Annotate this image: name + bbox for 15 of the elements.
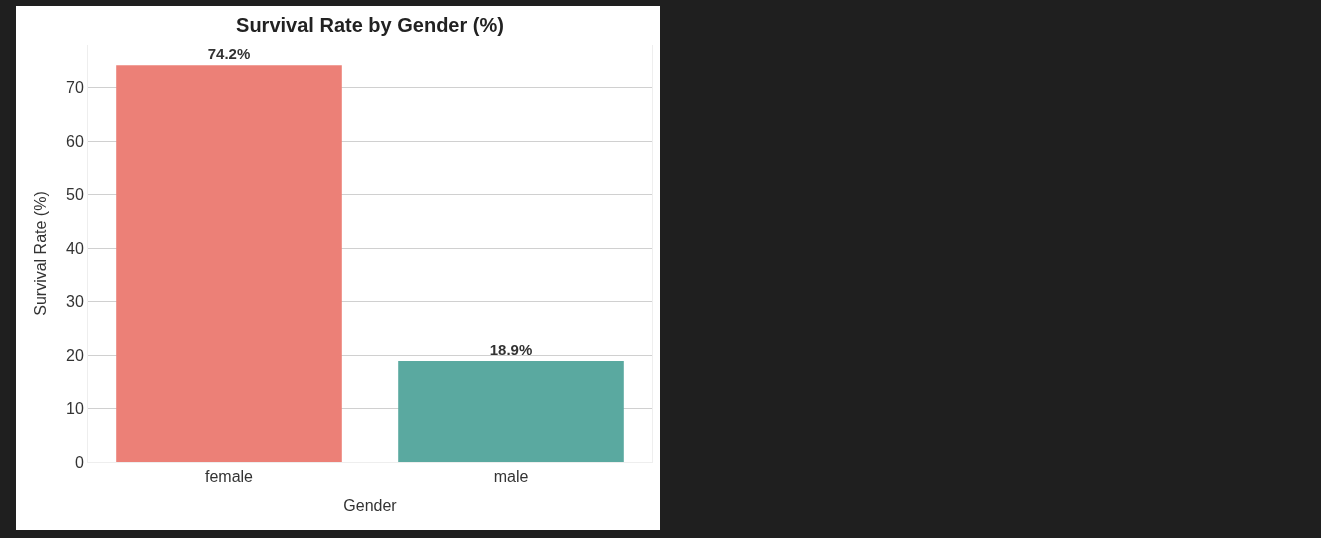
y-tick-label: 60 [66,132,84,150]
y-tick-label: 40 [66,239,84,257]
x-axis-title: Gender [343,496,398,514]
y-tick-label: 30 [66,293,84,311]
y-tick-label: 10 [66,400,84,418]
y-axis-title: Survival Rate (%) [31,191,49,316]
y-tick-label: 50 [66,186,84,204]
data-label: 18.9% [489,340,533,358]
y-tick-label: 0 [74,453,84,471]
y-tick-label: 70 [66,79,84,97]
chart-title: Survival Rate by Gender (%) [236,14,504,36]
x-tick-label: male [493,468,529,486]
x-tick-label: female [204,468,254,486]
data-label: 74.2% [207,45,251,63]
y-tick-label: 20 [66,346,84,364]
